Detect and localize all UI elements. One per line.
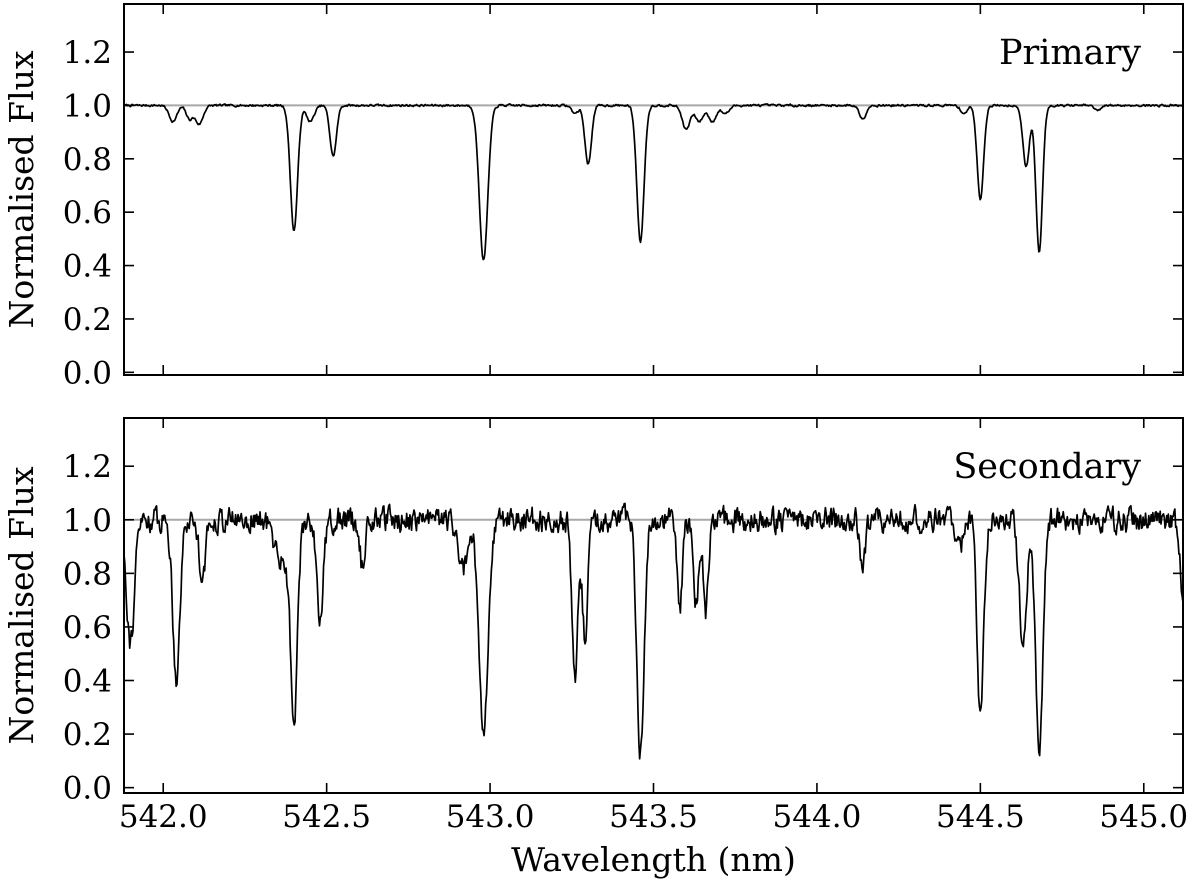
y-tick-label: 0.2 xyxy=(63,302,112,338)
y-tick-label: 0.6 xyxy=(63,195,112,231)
x-tick-label: 545.0 xyxy=(1099,799,1188,835)
x-tick-label: 542.5 xyxy=(282,799,371,835)
primary-panel: 0.0 0.2 0.4 0.6 0.8 1.0 1.2 Normalised Flux Prim… xyxy=(2,3,1184,391)
x-tick-label: 544.5 xyxy=(936,799,1025,835)
x-axis-label: Wavelength (nm) xyxy=(511,840,796,879)
y-tick-label: 0.4 xyxy=(63,664,112,700)
x-tick-label: 542.0 xyxy=(119,799,208,835)
x-tick-label: 543.0 xyxy=(446,799,535,835)
y-tick-label: 1.0 xyxy=(63,503,112,539)
x-tick-label: 543.5 xyxy=(609,799,698,835)
y-tick-label: 0.6 xyxy=(63,610,112,646)
y-axis-label: Normalised Flux xyxy=(2,50,41,328)
y-tick-label: 1.2 xyxy=(63,35,112,71)
secondary-panel: 542.0 542.5 543.0 543.5 544.0 544.5 545.0 0.0 0.… xyxy=(2,417,1188,879)
spectrum-line xyxy=(123,103,1184,261)
y-tick-label: 0.8 xyxy=(63,142,112,178)
y-tick-label: 0.8 xyxy=(63,556,112,592)
spectrum-line xyxy=(123,502,1184,760)
y-tick-label: 0.4 xyxy=(63,249,112,285)
y-tick-label: 1.2 xyxy=(63,449,112,485)
y-axis-label: Normalised Flux xyxy=(2,466,41,744)
panel-label: Primary xyxy=(999,33,1141,73)
y-tick-label: 0.2 xyxy=(63,717,112,753)
y-tick-label: 0.0 xyxy=(63,771,112,807)
x-tick-label: 544.0 xyxy=(773,799,862,835)
y-tick-label: 0.0 xyxy=(63,355,112,391)
panel-label: Secondary xyxy=(953,447,1141,487)
y-tick-label: 1.0 xyxy=(63,88,112,124)
